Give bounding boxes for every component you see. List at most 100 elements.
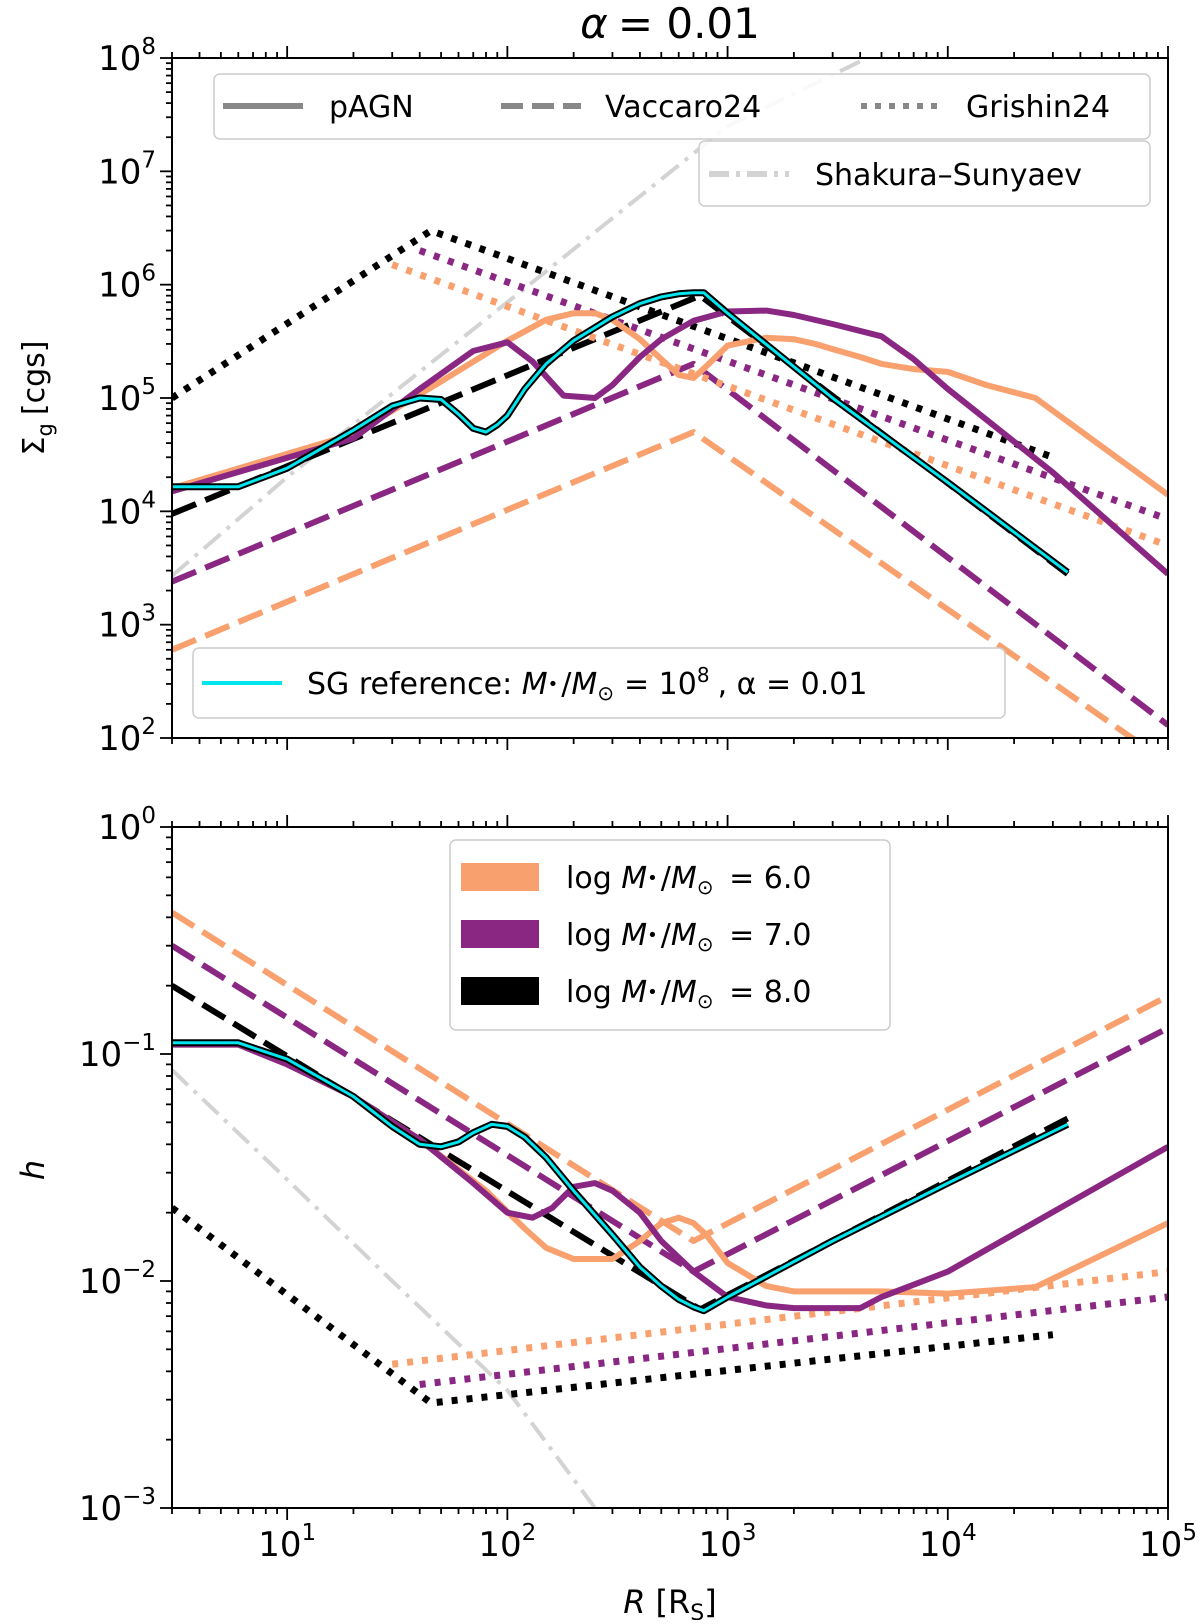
bottom-x-tick-label: 104 [919, 1520, 977, 1565]
xlabel-prefix: R [623, 1583, 645, 1620]
legend-label-pagn: pAGN [329, 90, 414, 125]
ylabel-symbol: Σ [17, 436, 52, 455]
ss-legend: Shakura–Sunyaev [698, 140, 1151, 207]
bottom-x-tick-label: 102 [478, 1520, 536, 1565]
legend-swatch-m7 [461, 920, 539, 948]
m6-sun: ⊙ [697, 875, 714, 899]
m7-bullet: • [647, 925, 658, 946]
m6-slash: / [661, 861, 672, 896]
sg-m: M [522, 667, 548, 702]
top-y-tick-label: 108 [98, 34, 156, 79]
bottom-x-tick-label: 105 [1139, 1520, 1197, 1565]
bottom-grishin24-m7-line [419, 1293, 1168, 1388]
bottom-x-tick-label: 103 [699, 1520, 757, 1565]
title-alpha: α [580, 0, 608, 48]
m8-m: M [621, 975, 647, 1010]
sg-msun: M [571, 667, 597, 702]
sg-exp: 8 [697, 663, 710, 687]
top-grishin24-m6-line [391, 261, 1168, 549]
bottom-y-tick-label: 10−1 [79, 1030, 156, 1075]
xlabel-close: ] [704, 1583, 716, 1620]
m7-sun: ⊙ [697, 932, 714, 956]
bottom-y-tick-label: 100 [98, 803, 156, 848]
style-legend-box [213, 73, 1151, 140]
legend-label-m6: log M•/M⊙ = 6.0 [566, 861, 811, 899]
bottom-sg-reference-line [172, 1041, 1069, 1313]
top-title: α = 0.01 [580, 0, 760, 48]
bottom-y-tick-label: 10−3 [79, 1484, 156, 1529]
m7-m: M [621, 918, 647, 953]
bottom-y-tick-label: 10−2 [79, 1257, 156, 1302]
style-legend: pAGN Vaccaro24 Grishin24 [213, 73, 1151, 140]
m7-prefix: log [566, 918, 621, 953]
legend-label-m7: log M•/M⊙ = 7.0 [566, 918, 811, 956]
legend-label-m8: log M•/M⊙ = 8.0 [566, 975, 811, 1013]
top-sg-reference-line [172, 291, 1069, 574]
mass-legend: log M•/M⊙ = 6.0 log M•/M⊙ = 7.0 log M•/M… [449, 839, 891, 1031]
top-ylabel: Σg [cgs] [17, 341, 57, 456]
top-pagn-m7-line [172, 307, 1168, 577]
top-vaccaro24-m7-line [172, 360, 1168, 728]
legend-label-ss: Shakura–Sunyaev [815, 158, 1082, 193]
legend-label-sg: SG reference: M•/M⊙ = 108, α = 0.01 [307, 663, 867, 705]
top-y-tick-label: 106 [98, 261, 156, 306]
sg-alpha: , α = 0.01 [718, 667, 868, 702]
bottom-ylabel: h [14, 1160, 52, 1180]
sg-slash: / [561, 667, 572, 702]
sg-eq: = 10 [624, 667, 697, 702]
legend-swatch-m6 [461, 863, 539, 891]
m8-sun: ⊙ [697, 989, 714, 1013]
bottom-grishin24-m8-line [172, 1205, 1054, 1407]
m8-bullet: • [647, 982, 658, 1003]
top-pagn-m6-line [172, 310, 1168, 498]
m6-bullet: • [647, 868, 658, 889]
axes-group: 102 103 104 105 106 107 108 101 102 103 104 105 10−3… [79, 34, 1197, 1565]
ylabel-unit: [cgs] [17, 341, 52, 416]
top-y-tick-label: 102 [98, 714, 156, 759]
top-y-tick-label: 103 [98, 601, 156, 646]
bottom-xlabel: R [RS] [623, 1583, 716, 1620]
m7-value: = 7.0 [720, 918, 812, 953]
title-value: = 0.01 [618, 0, 760, 48]
bottom-x-tick-label: 101 [258, 1520, 316, 1565]
m6-value: = 6.0 [720, 861, 812, 896]
bottom-sg-reference-line-outline [172, 1039, 1070, 1315]
top-y-tick-label: 107 [98, 147, 156, 192]
sg-text: SG reference: [307, 667, 522, 702]
sg-legend-box [192, 647, 1006, 719]
legend-label-vaccaro: Vaccaro24 [605, 90, 761, 125]
mass-legend-box [449, 839, 891, 1031]
m6-prefix: log [566, 861, 621, 896]
top-series-group [172, 58, 1168, 738]
top-grishin24-m7-line [418, 247, 1168, 523]
sg-bullet: • [548, 674, 559, 695]
m7-msun: M [671, 918, 697, 953]
xlabel-unit-open: [R [656, 1583, 691, 1620]
top-grishin24-m8-line [172, 227, 1055, 461]
bottom-pagn-m7-line [172, 1041, 1168, 1312]
bottom-plot-frame [171, 826, 1169, 1509]
bottom-vaccaro24-m6-line [172, 909, 1168, 1244]
m8-prefix: log [566, 975, 621, 1010]
m8-value: = 8.0 [720, 975, 812, 1010]
bottom-shakura-sunyaev-line [172, 1068, 597, 1508]
legend-label-grishin: Grishin24 [966, 90, 1110, 125]
sg-legend: SG reference: M•/M⊙ = 108, α = 0.01 [192, 647, 1006, 719]
bottom-pagn-m8-line [172, 1039, 1069, 1314]
ss-legend-box [698, 140, 1151, 207]
m6-m: M [621, 861, 647, 896]
top-vaccaro24-m6-line [172, 429, 1138, 738]
top-y-tick-label: 104 [98, 487, 156, 532]
ylabel-sub: g [33, 423, 57, 436]
top-y-tick-label: 105 [98, 374, 156, 419]
xlabel-sub: S [690, 1601, 704, 1620]
m8-slash: / [661, 975, 672, 1010]
m8-msun: M [671, 975, 697, 1010]
m6-msun: M [671, 861, 697, 896]
sg-sun-sub: ⊙ [597, 681, 614, 705]
bottom-series-group [172, 909, 1168, 1508]
bottom-grishin24-m6-line [391, 1268, 1168, 1368]
m7-slash: / [661, 918, 672, 953]
